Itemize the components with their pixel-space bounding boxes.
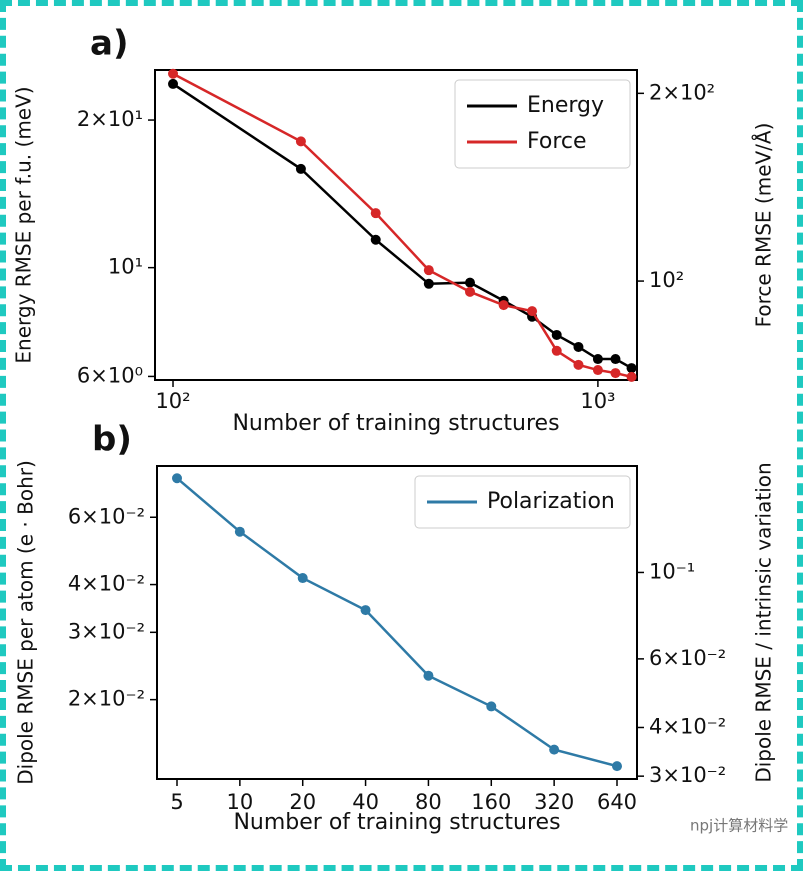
legend-box	[454, 79, 631, 169]
plot-frame	[154, 69, 638, 381]
legend-label: Energy	[527, 93, 604, 118]
data-point	[592, 354, 603, 365]
data-point	[423, 278, 434, 289]
y2-tick-label: 10²	[649, 268, 684, 292]
series-line	[176, 477, 618, 768]
panel-label: a)	[90, 24, 128, 64]
x-tick-label: 10	[226, 790, 253, 814]
data-point	[295, 163, 306, 174]
data-point	[464, 286, 475, 297]
data-point	[234, 526, 245, 537]
y-tick-label: 3×10⁻²	[68, 619, 145, 643]
y2-tick-label: 2×10²	[649, 80, 715, 104]
data-point	[423, 670, 434, 681]
y-axis-label: Dipole RMSE per atom (e · Bohr)	[14, 460, 38, 785]
data-point	[573, 341, 584, 352]
y2-tick-label: 4×10⁻²	[649, 714, 726, 738]
watermark: npj计算材料学	[690, 817, 788, 835]
x-tick-label: 160	[471, 790, 511, 814]
data-point	[423, 265, 434, 276]
data-point	[295, 136, 306, 147]
data-point	[610, 354, 621, 365]
data-point	[626, 371, 637, 382]
data-point	[573, 359, 584, 370]
y-tick-label: 2×10¹	[77, 107, 143, 131]
y-tick-label: 10¹	[108, 255, 143, 279]
data-point	[168, 78, 179, 89]
x-tick-label: 40	[352, 790, 379, 814]
x-tick-label: 20	[289, 790, 316, 814]
data-point	[549, 744, 560, 755]
y2-axis-label: Dipole RMSE / intrinsic variation	[752, 462, 776, 782]
data-point	[360, 605, 371, 616]
y2-tick-label: 10⁻¹	[649, 559, 695, 583]
data-point	[172, 473, 182, 484]
data-point	[464, 277, 475, 288]
data-point	[168, 68, 179, 79]
data-point	[370, 208, 381, 219]
data-point	[551, 329, 562, 340]
x-axis-label: Number of training structures	[233, 810, 560, 835]
legend-box	[414, 475, 631, 529]
data-point	[370, 234, 381, 245]
data-point	[551, 345, 562, 356]
plot-frame	[156, 465, 638, 780]
data-point	[498, 300, 509, 311]
y2-axis-label: Force RMSE (meV/Å)	[752, 123, 776, 328]
panel-label: b)	[92, 420, 132, 460]
data-point	[612, 761, 622, 772]
x-tick-label: 10³	[580, 389, 615, 413]
x-tick-label: 5	[170, 790, 183, 814]
data-point	[297, 573, 308, 584]
x-tick-label: 10²	[155, 389, 190, 413]
data-point	[527, 306, 538, 317]
legend-label: Force	[527, 129, 587, 154]
y-tick-label: 4×10⁻²	[68, 572, 145, 596]
y-axis-label: Energy RMSE per f.u. (meV)	[12, 86, 36, 363]
data-point	[486, 701, 497, 712]
x-tick-label: 80	[415, 790, 442, 814]
data-point	[592, 365, 603, 376]
legend-label: Polarization	[487, 489, 615, 514]
data-point	[610, 368, 621, 379]
y-tick-label: 6×10⁻²	[68, 504, 145, 528]
y2-tick-label: 6×10⁻²	[649, 646, 726, 670]
y-tick-label: 6×10⁰	[77, 363, 143, 387]
x-tick-label: 640	[597, 790, 637, 814]
x-tick-label: 320	[534, 790, 574, 814]
y2-tick-label: 3×10⁻²	[649, 763, 726, 787]
x-axis-label: Number of training structures	[232, 411, 559, 436]
data-point	[626, 363, 637, 374]
y-tick-label: 2×10⁻²	[68, 687, 145, 711]
